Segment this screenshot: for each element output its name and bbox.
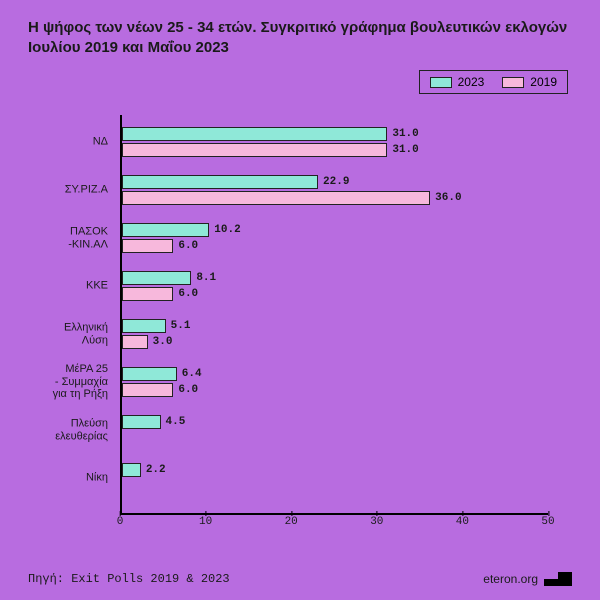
category-label: ΠΑΣΟΚ-ΚΙΝ.ΑΛ: [4, 225, 114, 250]
y-axis-labels: ΝΔ ΣΥ.ΡΙΖ.Α ΠΑΣΟΚ-ΚΙΝ.ΑΛ ΚΚΕ ΕλληνικήΛύση ΜέΡ…: [0, 115, 114, 515]
bar-value-label: 6.4: [182, 368, 202, 380]
bar-value-label: 6.0: [178, 288, 198, 300]
legend-label-2023: 2023: [458, 75, 485, 89]
bar-2019: [122, 143, 387, 157]
legend-swatch-2023: [430, 77, 452, 88]
category-label: ΝΔ: [4, 136, 114, 149]
bar-2023: [122, 319, 166, 333]
bar-2019: [122, 239, 173, 253]
x-tick: 30: [370, 516, 383, 528]
x-axis: 01020304050: [120, 516, 548, 536]
category-label: Πλεύσηελευθερίας: [4, 417, 114, 442]
legend-item-2023: 2023: [430, 75, 485, 89]
x-tick: 0: [117, 516, 124, 528]
bar-2019: [122, 287, 173, 301]
bar-2023: [122, 223, 209, 237]
legend-swatch-2019: [502, 77, 524, 88]
legend: 2023 2019: [419, 70, 568, 94]
source-text: Πηγή: Exit Polls 2019 & 2023: [28, 572, 230, 586]
x-tick: 40: [456, 516, 469, 528]
category-label: Νίκη: [4, 472, 114, 485]
bar-value-label: 2.2: [146, 464, 166, 476]
bar-value-label: 36.0: [435, 192, 461, 204]
bar-2023: [122, 175, 318, 189]
chart-title: Η ψήφος των νέων 25 - 34 ετών. Συγκριτικ…: [28, 18, 572, 59]
bar-value-label: 22.9: [323, 176, 349, 188]
legend-label-2019: 2019: [530, 75, 557, 89]
x-tick: 20: [285, 516, 298, 528]
category-label: ΜέΡΑ 25- Συμμαχίαγια τη Ρήξη: [4, 363, 114, 401]
bar-2019: [122, 191, 430, 205]
bar-2019: [122, 383, 173, 397]
x-tick: 50: [541, 516, 554, 528]
footer: Πηγή: Exit Polls 2019 & 2023 eteron.org: [28, 572, 572, 586]
bar-value-label: 5.1: [171, 320, 191, 332]
bar-value-label: 8.1: [196, 272, 216, 284]
bar-value-label: 6.0: [178, 384, 198, 396]
bar-value-label: 4.5: [166, 416, 186, 428]
x-tick: 10: [199, 516, 212, 528]
bar-value-label: 31.0: [392, 128, 418, 140]
bar-2023: [122, 127, 387, 141]
bar-2023: [122, 271, 191, 285]
category-label: ΕλληνικήΛύση: [4, 321, 114, 346]
category-label: ΚΚΕ: [4, 280, 114, 293]
bar-value-label: 3.0: [153, 336, 173, 348]
brand-text: eteron.org: [483, 572, 538, 586]
legend-item-2019: 2019: [502, 75, 557, 89]
bar-2023: [122, 463, 141, 477]
brand-mark-icon: [544, 572, 572, 586]
bar-2019: [122, 335, 148, 349]
brand-logo: eteron.org: [483, 572, 572, 586]
bar-2023: [122, 367, 177, 381]
bar-value-label: 10.2: [214, 224, 240, 236]
bar-value-label: 31.0: [392, 144, 418, 156]
bar-2023: [122, 415, 161, 429]
bar-value-label: 6.0: [178, 240, 198, 252]
category-label: ΣΥ.ΡΙΖ.Α: [4, 184, 114, 197]
chart-plot-area: 31.0 31.0 22.9 36.0 10.2 6.0 8.1 6.0 5.1 3.0 6.4 6.…: [120, 115, 548, 515]
